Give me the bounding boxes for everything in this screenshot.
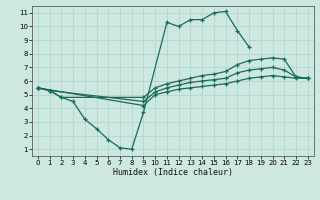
X-axis label: Humidex (Indice chaleur): Humidex (Indice chaleur) <box>113 168 233 177</box>
